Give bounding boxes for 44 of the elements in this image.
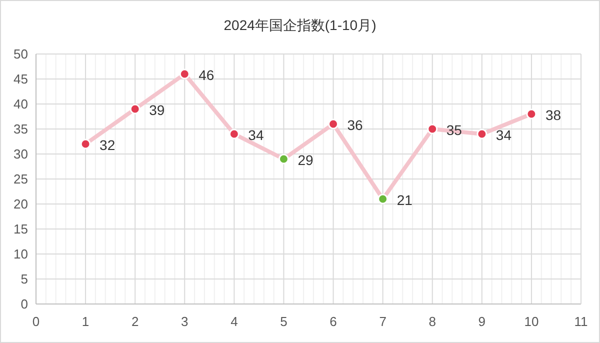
x-tick-label: 5 <box>280 314 288 329</box>
point <box>526 108 537 120</box>
point <box>228 128 240 140</box>
x-tick-label: 1 <box>82 314 90 329</box>
x-tick-label: 7 <box>379 314 386 329</box>
y-tick-label: 50 <box>14 46 28 62</box>
x-tick-label: 4 <box>230 314 238 329</box>
data-label: 32 <box>100 137 116 153</box>
data-label: 38 <box>545 107 562 123</box>
y-tick-label: 25 <box>14 172 28 186</box>
point <box>427 124 438 134</box>
point <box>130 104 140 114</box>
data-label: 35 <box>446 122 462 138</box>
x-tick-label: 0 <box>32 314 40 329</box>
y-tick-label: 10 <box>14 246 28 262</box>
y-tick-label: 0 <box>20 296 28 312</box>
y-tick-label: 30 <box>14 146 28 162</box>
data-label: 46 <box>198 67 214 83</box>
x-tick-label: 6 <box>330 314 337 329</box>
x-tick-label: 3 <box>181 314 188 329</box>
y-tick-label: 40 <box>14 96 28 112</box>
x-tick-label: 9 <box>478 314 486 329</box>
data-label: 39 <box>149 102 165 118</box>
point <box>80 138 91 150</box>
y-tick-label: 45 <box>14 72 28 86</box>
data-label: 21 <box>396 192 413 208</box>
y-tick-label: 35 <box>14 122 28 136</box>
y-tick-label: 15 <box>14 222 28 236</box>
data-label: 34 <box>496 127 512 143</box>
x-tick-label: 10 <box>524 314 539 329</box>
data-label: 36 <box>347 117 364 133</box>
point <box>278 154 289 164</box>
y-tick-label: 20 <box>14 196 28 212</box>
chart-title: 2024年国企指数(1-10月) <box>224 17 376 33</box>
point <box>328 118 339 130</box>
point <box>179 68 190 80</box>
x-tick-label: 2 <box>131 314 139 329</box>
y-tick-label: 5 <box>20 272 28 286</box>
data-label: 29 <box>298 152 314 168</box>
point <box>476 128 488 140</box>
x-tick-label: 11 <box>574 314 588 329</box>
point <box>378 194 388 204</box>
data-label: 34 <box>248 127 264 143</box>
x-tick-label: 8 <box>428 314 436 329</box>
